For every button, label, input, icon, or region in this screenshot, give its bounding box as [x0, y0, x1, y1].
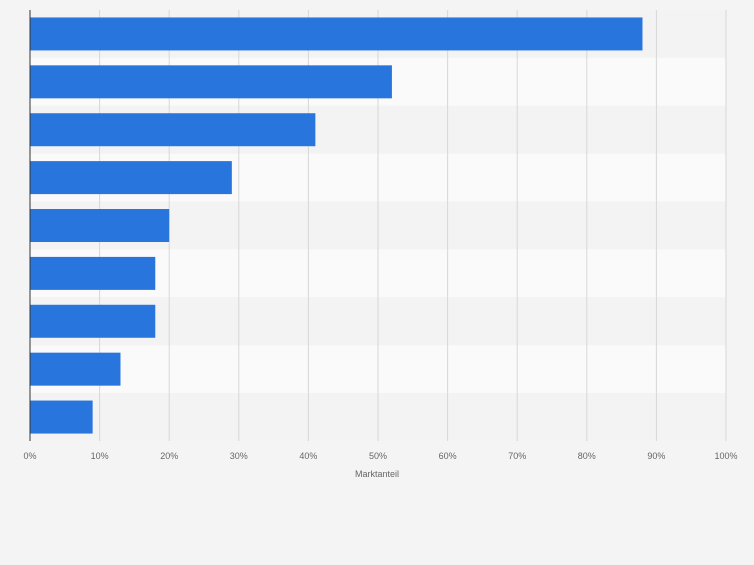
bar [30, 161, 232, 195]
x-axis-label: Marktanteil [355, 469, 399, 479]
x-tick-label: 0% [23, 451, 36, 461]
x-tick-label: 30% [230, 451, 248, 461]
bar [30, 256, 156, 290]
bar [30, 113, 316, 147]
bar [30, 65, 392, 99]
x-tick-label: 100% [714, 451, 737, 461]
bar [30, 17, 643, 51]
x-tick-label: 70% [508, 451, 526, 461]
x-tick-label: 40% [299, 451, 317, 461]
x-tick-label: 50% [369, 451, 387, 461]
bar [30, 400, 93, 434]
x-tick-label: 90% [647, 451, 665, 461]
bar [30, 352, 121, 386]
x-tick-label: 10% [91, 451, 109, 461]
x-tick-label: 60% [439, 451, 457, 461]
bars [30, 17, 643, 434]
bar [30, 209, 170, 242]
bar [30, 304, 156, 338]
x-tick-label: 80% [578, 451, 596, 461]
x-tick-label: 20% [160, 451, 178, 461]
x-tick-labels: 0% 10% 20% 30% 40% 50% 60% 70% 80% 90% 100% [23, 451, 737, 461]
